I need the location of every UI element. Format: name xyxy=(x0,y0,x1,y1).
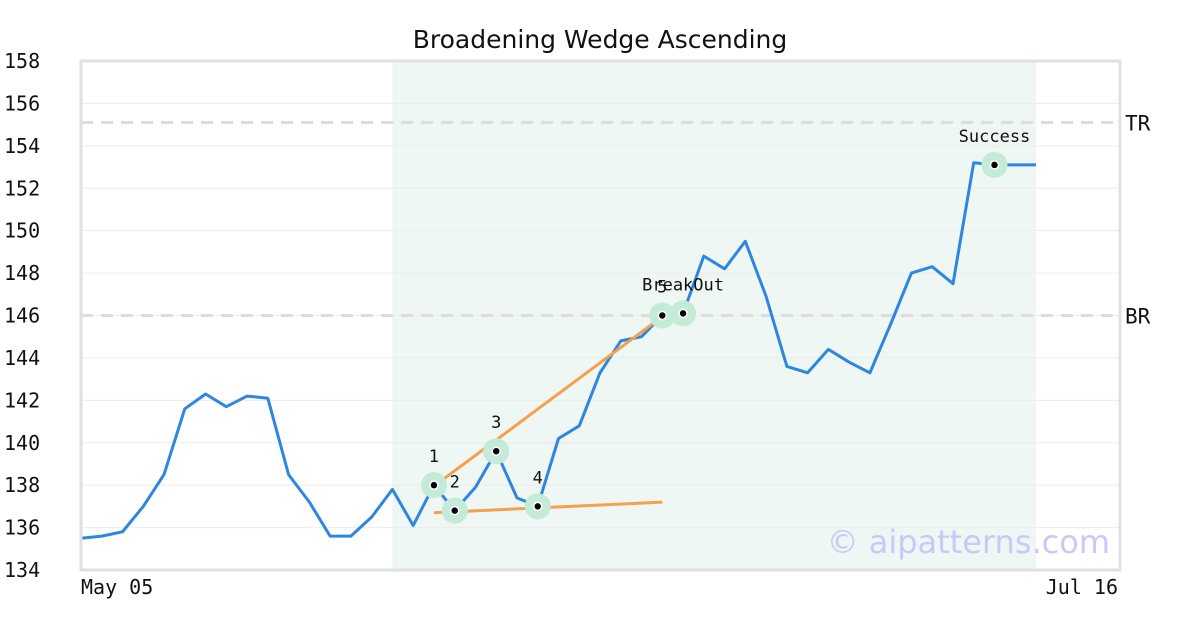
point-label: 5 xyxy=(657,278,667,298)
point-marker xyxy=(449,505,460,516)
point-label: 2 xyxy=(450,473,460,493)
y-tick-label: 146 xyxy=(4,304,40,328)
x-start-label: May 05 xyxy=(81,575,153,599)
y-tick-label: 144 xyxy=(4,346,40,370)
y-axis: 134 136 138 140 142 144 146 148 150 152 154 156 158 xyxy=(4,49,40,582)
y-tick-label: 152 xyxy=(4,176,40,200)
levels: TR BR xyxy=(81,112,1151,329)
y-tick-label: 154 xyxy=(4,134,40,158)
point-marker xyxy=(657,310,668,321)
y-tick-label: 150 xyxy=(4,219,40,243)
point-marker xyxy=(532,501,543,512)
point-label: BreakOut xyxy=(642,275,724,295)
point-marker xyxy=(491,446,501,456)
point-label: Success xyxy=(959,127,1031,147)
chart-title: Broadening Wedge Ascending xyxy=(413,25,788,54)
point-label: 3 xyxy=(491,413,501,433)
level-label: TR xyxy=(1125,112,1151,136)
grid xyxy=(81,102,1120,529)
trendline xyxy=(433,315,664,488)
y-tick-label: 136 xyxy=(4,516,40,540)
plot-frame xyxy=(79,59,1122,572)
point-label: 1 xyxy=(429,447,439,467)
level-label: BR xyxy=(1125,305,1151,329)
y-tick-label: 140 xyxy=(4,431,40,455)
y-tick-label: 156 xyxy=(4,91,40,115)
y-tick-label: 148 xyxy=(4,261,40,285)
point-marker xyxy=(429,480,439,490)
series-line xyxy=(80,161,1036,540)
y-tick-label: 138 xyxy=(4,473,40,497)
point-marker xyxy=(678,308,688,319)
point-marker xyxy=(989,160,1000,170)
y-tick-label: 142 xyxy=(4,388,40,412)
x-end-label: Jul 16 xyxy=(1046,575,1118,599)
y-tick-label: 134 xyxy=(4,558,40,582)
watermark: © aipatterns.com xyxy=(827,523,1110,561)
y-tick-label: 158 xyxy=(4,49,40,73)
point-label: 4 xyxy=(533,468,543,488)
